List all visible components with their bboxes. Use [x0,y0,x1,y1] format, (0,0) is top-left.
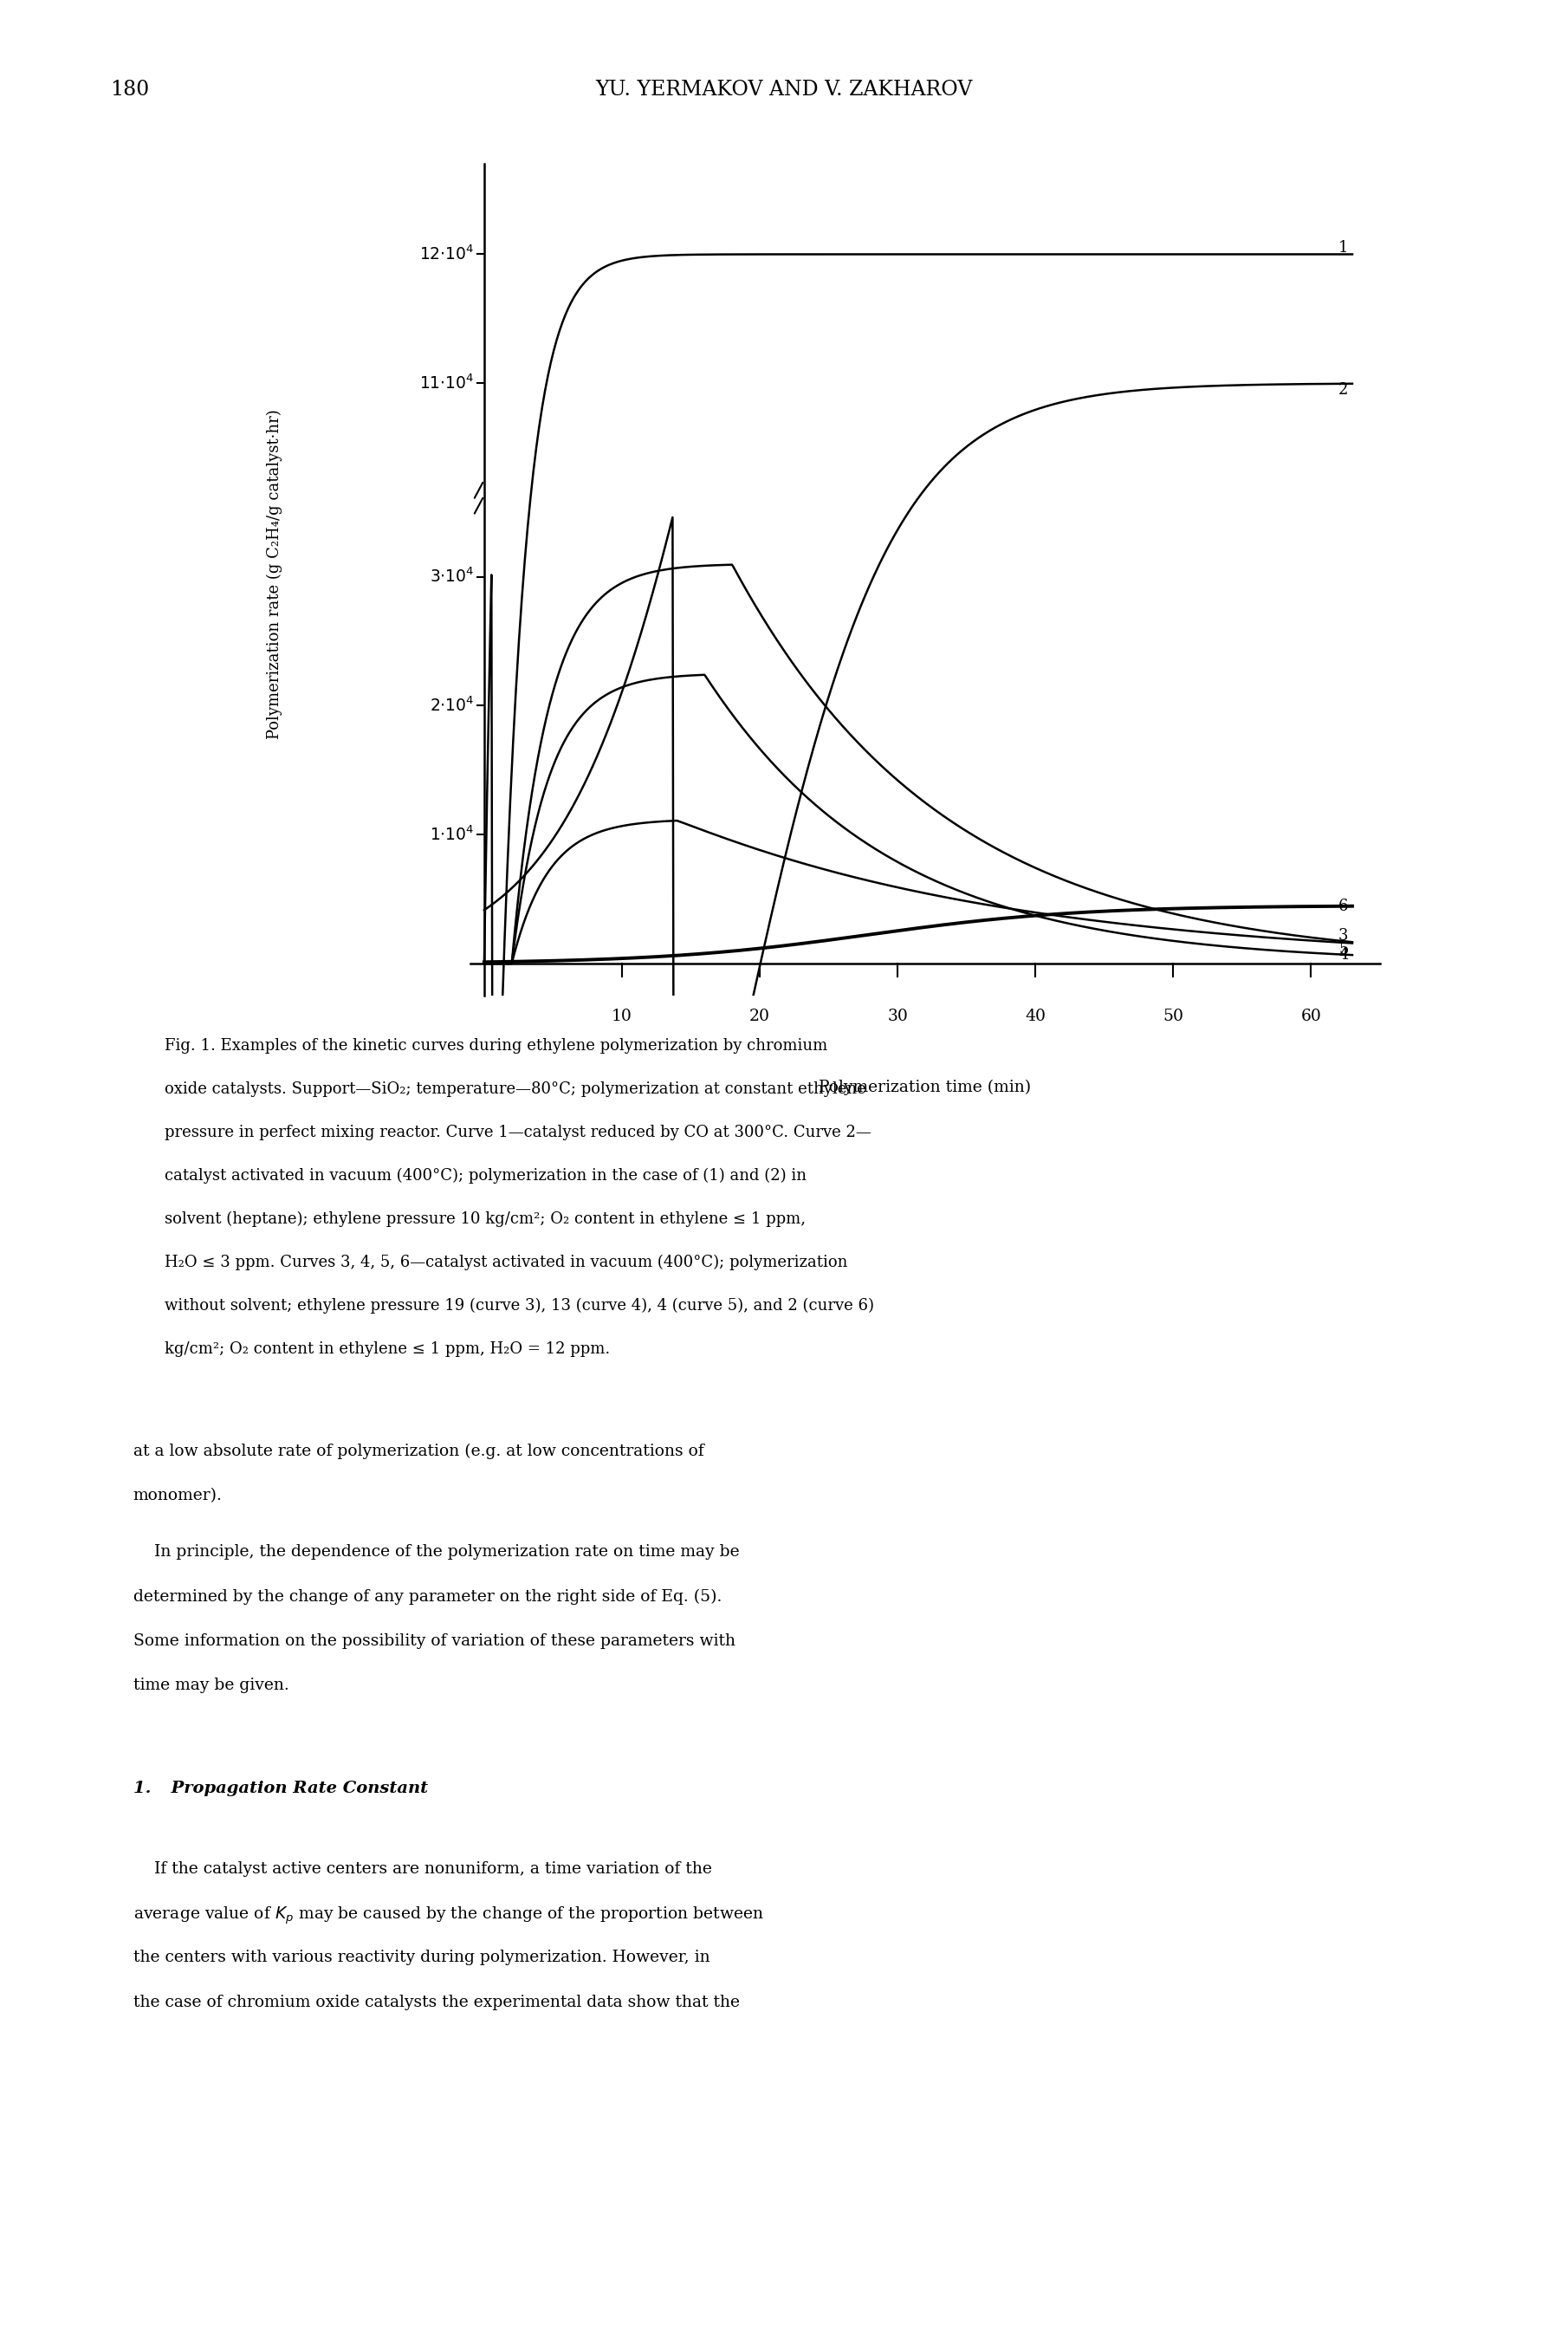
Text: 40: 40 [1025,1010,1046,1024]
Text: 5: 5 [1339,942,1348,958]
Text: 180: 180 [110,80,149,101]
Text: 60: 60 [1300,1010,1322,1024]
Text: determined by the change of any parameter on the right side of Eq. (5).: determined by the change of any paramete… [133,1589,721,1605]
Text: 3: 3 [1339,928,1348,944]
Text: 6: 6 [1339,897,1348,914]
Text: 50: 50 [1163,1010,1184,1024]
Text: 10: 10 [612,1010,632,1024]
Text: In principle, the dependence of the polymerization rate on time may be: In principle, the dependence of the poly… [133,1544,740,1560]
Text: Polymerization time (min): Polymerization time (min) [818,1080,1032,1097]
Text: average value of $K_p$ may be caused by the change of the proportion between: average value of $K_p$ may be caused by … [133,1905,764,1926]
Text: pressure in perfect mixing reactor. Curve 1—catalyst reduced by CO at 300°C. Cur: pressure in perfect mixing reactor. Curv… [165,1125,872,1141]
Text: 2: 2 [1339,382,1348,398]
Text: 1: 1 [1339,239,1348,255]
Text: the centers with various reactivity during polymerization. However, in: the centers with various reactivity duri… [133,1949,710,1966]
Text: the case of chromium oxide catalysts the experimental data show that the: the case of chromium oxide catalysts the… [133,1994,740,2010]
Text: Polymerization rate (g C₂H₄/g catalyst·hr): Polymerization rate (g C₂H₄/g catalyst·h… [267,410,282,738]
Text: 4: 4 [1339,947,1348,963]
Text: H₂O ≤ 3 ppm. Curves 3, 4, 5, 6—catalyst activated in vacuum (400°C); polymerizat: H₂O ≤ 3 ppm. Curves 3, 4, 5, 6—catalyst … [165,1256,848,1270]
Text: at a low absolute rate of polymerization (e.g. at low concentrations of: at a low absolute rate of polymerization… [133,1443,704,1460]
Text: time may be given.: time may be given. [133,1678,289,1694]
Text: solvent (heptane); ethylene pressure 10 kg/cm²; O₂ content in ethylene ≤ 1 ppm,: solvent (heptane); ethylene pressure 10 … [165,1211,806,1228]
Text: 30: 30 [887,1010,908,1024]
Text: $1{\cdot}10^4$: $1{\cdot}10^4$ [430,825,475,843]
Text: $2{\cdot}10^4$: $2{\cdot}10^4$ [430,696,475,715]
Text: YU. YERMAKOV AND V. ZAKHAROV: YU. YERMAKOV AND V. ZAKHAROV [596,80,972,101]
Text: catalyst activated in vacuum (400°C); polymerization in the case of (1) and (2) : catalyst activated in vacuum (400°C); po… [165,1167,806,1183]
Text: without solvent; ethylene pressure 19 (curve 3), 13 (curve 4), 4 (curve 5), and : without solvent; ethylene pressure 19 (c… [165,1298,873,1314]
Text: oxide catalysts. Support—SiO₂; temperature—80°C; polymerization at constant ethy: oxide catalysts. Support—SiO₂; temperatu… [165,1080,866,1097]
Text: Fig. 1. Examples of the kinetic curves during ethylene polymerization by chromiu: Fig. 1. Examples of the kinetic curves d… [165,1038,828,1054]
Text: monomer).: monomer). [133,1488,223,1504]
Text: $3{\cdot}10^4$: $3{\cdot}10^4$ [430,567,475,586]
Text: $12{\cdot}10^4$: $12{\cdot}10^4$ [420,246,475,265]
Text: If the catalyst active centers are nonuniform, a time variation of the: If the catalyst active centers are nonun… [133,1860,712,1877]
Text: kg/cm²; O₂ content in ethylene ≤ 1 ppm, H₂O = 12 ppm.: kg/cm²; O₂ content in ethylene ≤ 1 ppm, … [165,1340,610,1357]
Text: $11{\cdot}10^4$: $11{\cdot}10^4$ [420,375,475,394]
Text: 1.   Propagation Rate Constant: 1. Propagation Rate Constant [133,1781,428,1797]
Text: 20: 20 [750,1010,770,1024]
Text: Some information on the possibility of variation of these parameters with: Some information on the possibility of v… [133,1633,735,1649]
